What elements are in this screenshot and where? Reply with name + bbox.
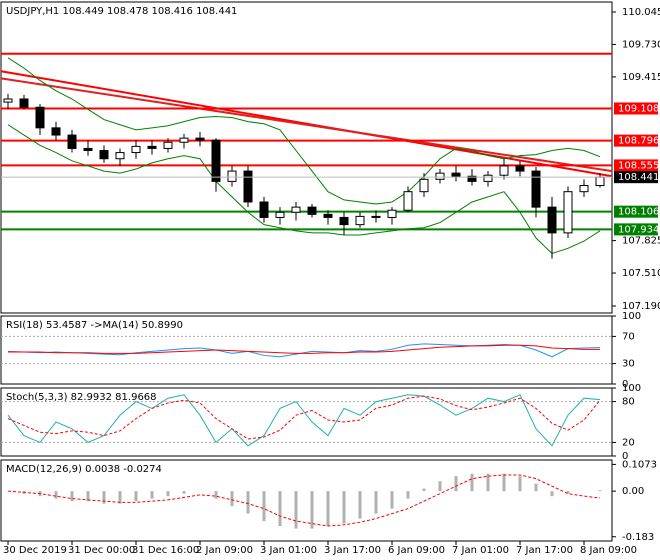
- level-badge: [614, 102, 658, 115]
- y-tick-label: 80: [622, 397, 635, 408]
- candle-body: [483, 174, 493, 182]
- price-label: 108.441: [618, 172, 659, 183]
- y-tick-label: 0: [622, 379, 628, 390]
- candle-body: [275, 211, 285, 218]
- candle-body: [259, 201, 269, 218]
- y-tick-label: 100: [622, 383, 641, 394]
- candle-body: [403, 191, 413, 211]
- y-tick-label: 107.510: [622, 268, 660, 279]
- panel-frame: [0, 459, 613, 542]
- x-tick-label: 31 Dec 00:00: [68, 545, 135, 556]
- candle-body: [307, 206, 317, 215]
- candle-body: [67, 134, 77, 149]
- candle-body: [227, 170, 237, 182]
- panel-title: RSI(18) 53.4587 ->MA(14) 50.8990: [6, 320, 183, 331]
- trend-line: [0, 70, 613, 178]
- level-label: 107.934: [618, 224, 659, 235]
- y-tick-label: -0.183: [622, 532, 654, 543]
- candle-body: [595, 176, 605, 187]
- indicator-line: [7, 343, 601, 358]
- y-tick-label: 30: [622, 359, 635, 370]
- y-tick-label: 70: [622, 331, 635, 342]
- x-tick-label: 31 Dec 16:00: [132, 545, 199, 556]
- y-tick-label: 107.825: [622, 236, 660, 247]
- y-tick-label: 109.730: [622, 39, 660, 50]
- indicator-line: [7, 474, 601, 527]
- candle-body: [339, 216, 349, 226]
- panel-title: MACD(12,26,9) 0.0038 -0.0274: [6, 464, 162, 475]
- candle-body: [499, 165, 509, 176]
- panel-frame: [0, 1, 613, 314]
- x-tick-label: 8 Jan 09:00: [580, 545, 637, 556]
- candle-body: [179, 137, 189, 143]
- candle-body: [115, 152, 125, 160]
- panel-title: Stoch(5,3,3) 82.9932 81.9668: [6, 392, 157, 403]
- candle-body: [35, 106, 45, 129]
- x-tick-label: 6 Jan 09:00: [388, 545, 445, 556]
- y-tick-label: 0.00: [622, 486, 644, 497]
- y-tick-label: 0.1073: [622, 459, 657, 470]
- x-tick-label: 3 Jan 01:00: [260, 545, 317, 556]
- x-tick-label: 2 Jan 09:00: [196, 545, 253, 556]
- level-label: 108.555: [618, 160, 659, 171]
- y-tick-label: 20: [622, 437, 635, 448]
- candle-body: [83, 147, 93, 151]
- candle-body: [163, 141, 173, 149]
- indicator-line: [7, 394, 601, 447]
- y-tick-label: 109.415: [622, 72, 660, 83]
- candle-body: [579, 185, 589, 193]
- x-tick-label: 7 Jan 01:00: [452, 545, 509, 556]
- band-line: [7, 124, 601, 255]
- candle-body: [291, 206, 301, 213]
- price-badge: [614, 171, 658, 184]
- trend-line: [0, 77, 613, 173]
- indicator-line: [8, 344, 601, 354]
- indicator-line: [7, 395, 601, 440]
- candle-body: [323, 213, 333, 218]
- y-tick-label: 100: [622, 311, 641, 322]
- level-badge: [614, 134, 658, 147]
- candle-body: [131, 145, 141, 154]
- y-tick-label: 110.045: [622, 7, 660, 18]
- panel-frame: [0, 315, 613, 385]
- candle-body: [243, 170, 253, 203]
- level-label: 108.106: [618, 207, 659, 218]
- level-label: 108.796: [618, 136, 659, 147]
- candle-body: [531, 170, 541, 208]
- level-badge: [614, 205, 658, 218]
- candle-body: [19, 98, 29, 108]
- candle-body: [387, 209, 397, 218]
- candle-body: [515, 165, 525, 172]
- level-badge: [614, 223, 658, 236]
- panel-frame: [0, 387, 613, 457]
- x-tick-label: 7 Jan 17:00: [516, 545, 573, 556]
- candle-body: [355, 215, 365, 226]
- x-tick-label: 3 Jan 17:00: [324, 545, 381, 556]
- candle-body: [547, 206, 557, 234]
- candle-body: [451, 172, 461, 177]
- candle-body: [51, 127, 61, 136]
- candle-body: [563, 191, 573, 234]
- candle-body: [99, 149, 109, 160]
- candle-body: [467, 175, 477, 182]
- panel-title: USDJPY,H1 108.449 108.478 108.416 108.44…: [6, 6, 237, 17]
- candle-body: [435, 172, 445, 180]
- candle-body: [211, 139, 221, 182]
- level-label: 109.108: [618, 103, 659, 114]
- candle-body: [3, 98, 13, 103]
- candle-body: [147, 145, 157, 149]
- y-tick-label: 107.190: [622, 301, 660, 312]
- level-badge: [614, 159, 658, 172]
- candle-body: [195, 137, 205, 141]
- candle-body: [419, 178, 429, 193]
- x-tick-label: 30 Dec 2019: [3, 545, 67, 556]
- band-line: [7, 57, 601, 205]
- candle-body: [371, 215, 381, 218]
- y-tick-label: 0: [622, 451, 628, 462]
